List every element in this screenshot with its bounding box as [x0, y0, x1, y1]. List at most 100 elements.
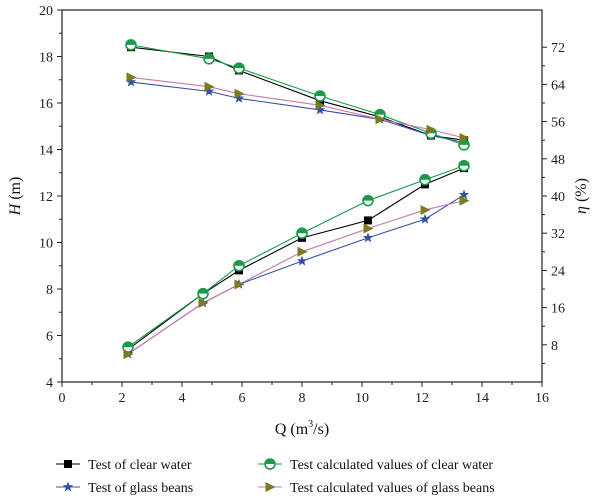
x-tick-label: 14	[475, 391, 489, 406]
legend-marker	[64, 460, 72, 468]
data-point	[234, 279, 245, 290]
left-y-axis-title-unit: (m)	[7, 177, 24, 204]
legend-marker	[264, 458, 276, 470]
right-y-axis-ticks: 8 16 24 32 40 48 56 64 72	[542, 41, 565, 364]
data-point	[203, 85, 215, 96]
left-y-axis-ticks: 4 6 8 10 12 14 16 18 20	[39, 4, 62, 391]
plot-area-border	[61, 9, 543, 383]
legend-item: Test calculated values of clear water	[258, 458, 493, 473]
left-y-tick-label: 14	[39, 144, 53, 159]
legend-label: Test of glass beans	[88, 481, 193, 496]
series-line	[127, 200, 465, 355]
data-point	[296, 227, 308, 239]
x-tick-label: 12	[415, 391, 429, 406]
data-point	[458, 159, 470, 172]
right-y-tick-label: 64	[551, 78, 565, 93]
left-y-tick-label: 4	[46, 376, 53, 391]
data-point	[314, 104, 326, 115]
x-tick-label: 0	[59, 391, 66, 406]
legend-item: Test of clear water	[56, 458, 192, 473]
x-axis-title-sup: 3	[308, 419, 313, 430]
data-point	[126, 72, 137, 83]
left-y-tick-label: 8	[46, 283, 53, 298]
right-y-tick-label: 56	[551, 116, 565, 131]
legend-label: Test calculated values of clear water	[290, 458, 493, 473]
series-line	[130, 81, 465, 144]
right-y-tick-label: 24	[551, 264, 565, 279]
right-y-axis-title-unit: (%)	[573, 178, 590, 206]
x-tick-label: 16	[535, 391, 549, 406]
right-y-axis-title: η (%)	[573, 178, 590, 214]
legend-item: Test calculated values of glass beans	[258, 481, 495, 496]
x-tick-label: 4	[179, 391, 186, 406]
data-point	[315, 100, 326, 111]
data-point	[419, 173, 431, 186]
data-point	[233, 62, 245, 74]
x-tick-label: 10	[355, 391, 369, 406]
data-point	[123, 349, 134, 360]
data-point	[459, 132, 470, 143]
x-axis-ticks: 0 2 4 6 8 10 12 14 16	[59, 382, 549, 406]
right-y-tick-label: 16	[551, 302, 565, 317]
left-y-tick-label: 16	[39, 97, 53, 112]
x-tick-label: 6	[239, 391, 246, 406]
data-point	[297, 246, 308, 257]
data-point	[233, 259, 245, 272]
data-point	[364, 216, 372, 225]
data-point	[314, 90, 326, 102]
right-y-tick-label: 40	[551, 190, 565, 205]
data-point	[204, 81, 215, 92]
series-line	[127, 167, 465, 350]
series-4-markers	[123, 72, 470, 360]
legend-marker	[62, 481, 74, 492]
left-y-axis-title: H (m)	[7, 177, 24, 217]
data-point	[198, 297, 209, 308]
data-point	[234, 88, 245, 99]
series-line	[127, 194, 465, 355]
legend-label: Test calculated values of glass beans	[290, 481, 495, 496]
series-2-markers	[122, 76, 470, 359]
data-point	[458, 189, 470, 200]
left-y-tick-label: 10	[39, 237, 53, 252]
data-point	[197, 287, 209, 300]
series-2	[127, 81, 465, 355]
x-tick-label: 2	[119, 391, 126, 406]
x-axis-title-tail: /s)	[313, 421, 329, 438]
data-point	[296, 255, 308, 266]
legend-item: Test of glass beans	[56, 481, 193, 496]
data-point	[362, 232, 374, 243]
left-y-axis-title-symbol: H	[7, 202, 24, 216]
data-point	[419, 213, 431, 224]
data-point	[122, 341, 134, 353]
series-1-markers	[124, 43, 468, 354]
left-y-tick-label: 12	[39, 190, 53, 205]
legend-label: Test of clear water	[88, 458, 192, 473]
x-axis-title-main: Q (m	[275, 421, 309, 438]
right-y-tick-label: 8	[551, 339, 558, 354]
left-y-tick-label: 18	[39, 51, 53, 66]
left-y-tick-label: 20	[39, 4, 53, 19]
data-point	[362, 194, 374, 207]
data-point	[233, 92, 245, 103]
data-point	[363, 223, 374, 234]
series-1	[127, 46, 465, 350]
right-y-tick-label: 72	[551, 41, 565, 56]
series-layer	[122, 39, 470, 360]
right-y-axis-title-symbol: η	[573, 206, 590, 214]
data-point	[420, 204, 431, 215]
right-y-tick-label: 32	[551, 227, 565, 242]
legend-marker	[265, 482, 276, 492]
right-y-tick-label: 48	[551, 153, 565, 168]
data-point	[125, 76, 137, 87]
data-point	[125, 39, 137, 51]
plot-frame	[61, 9, 543, 383]
data-point	[375, 114, 386, 125]
data-point	[459, 195, 470, 206]
legend: Test of clear water Test of glass beans Te…	[56, 458, 495, 496]
data-point	[203, 53, 215, 65]
x-tick-label: 8	[299, 391, 306, 406]
x-axis-title: Q (m3/s)	[275, 419, 329, 438]
series-3-markers	[122, 39, 470, 353]
series-3	[127, 44, 465, 348]
